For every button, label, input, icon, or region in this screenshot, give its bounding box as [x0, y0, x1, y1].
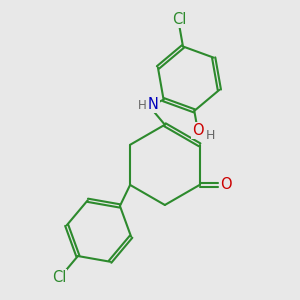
Text: Cl: Cl [172, 12, 187, 27]
Text: Cl: Cl [52, 270, 66, 285]
Text: H: H [138, 99, 146, 112]
Text: H: H [206, 129, 215, 142]
Text: O: O [220, 177, 232, 192]
Text: O: O [193, 123, 204, 138]
Text: N: N [148, 97, 158, 112]
